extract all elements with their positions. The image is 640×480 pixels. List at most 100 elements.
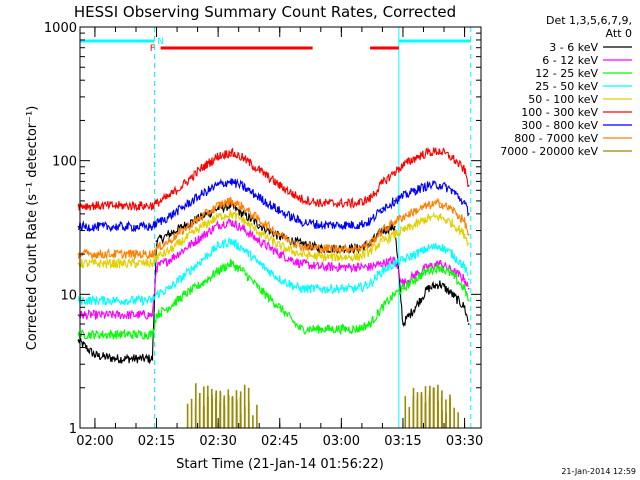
flag-marker-N: N bbox=[157, 37, 164, 47]
series-0-point-20 bbox=[393, 225, 396, 228]
series-5-point-21 bbox=[402, 164, 404, 167]
series-5-point-17 bbox=[356, 202, 359, 205]
series-2-point-5 bbox=[155, 314, 158, 316]
series-0-point-10 bbox=[229, 204, 232, 207]
series-4-point-20 bbox=[393, 233, 396, 236]
legend-label-2: 12 - 25 keV bbox=[535, 67, 598, 80]
series-3-point-10 bbox=[229, 240, 232, 243]
series-2-point-26 bbox=[463, 287, 466, 290]
series-5-point-26 bbox=[463, 169, 466, 172]
y-tick-label-3: 1000 bbox=[44, 21, 77, 36]
series-3-point-18 bbox=[369, 282, 372, 285]
series-0-point-7 bbox=[184, 224, 187, 226]
series-5-point-0 bbox=[77, 204, 80, 207]
series-1-point-18 bbox=[369, 266, 372, 268]
series-7-point-2 bbox=[114, 253, 117, 255]
y-tick-label-2: 100 bbox=[52, 155, 77, 170]
series-5-point-14 bbox=[299, 197, 302, 200]
series-3-point-3 bbox=[135, 299, 137, 302]
series-6-point-20 bbox=[393, 200, 396, 202]
series-5-point-16 bbox=[340, 202, 343, 205]
series-1-point-13 bbox=[278, 253, 281, 255]
x-tick-label-2: 02:30 bbox=[199, 434, 236, 449]
series-4-point-9 bbox=[217, 215, 220, 218]
series-1-point-4 bbox=[151, 314, 154, 316]
series-2-point-1 bbox=[94, 333, 96, 336]
series-4-point-3 bbox=[135, 262, 137, 265]
series-5-point-22 bbox=[414, 156, 417, 159]
series-4-point-16 bbox=[340, 256, 343, 258]
series-3-point-8 bbox=[200, 259, 203, 262]
series-3-point-5 bbox=[155, 293, 158, 296]
series-6-point-21 bbox=[402, 195, 404, 198]
series-2-point-25 bbox=[451, 273, 454, 276]
series-6-point-15 bbox=[319, 224, 322, 226]
series-5-point-23 bbox=[426, 151, 429, 154]
flag-layer: FN bbox=[79, 27, 472, 428]
timestamp: 21-Jan-2014 12:59 bbox=[561, 467, 636, 476]
series-8 bbox=[186, 383, 459, 428]
series-0-point-21 bbox=[402, 323, 404, 325]
series-3-point-2 bbox=[114, 299, 117, 302]
series-0-point-6 bbox=[167, 233, 170, 236]
series-0-point-27 bbox=[467, 323, 470, 325]
x-tick-label-5: 03:15 bbox=[384, 434, 421, 449]
series-5-line bbox=[77, 147, 469, 212]
series-5-point-25 bbox=[451, 156, 454, 159]
series-5-point-15 bbox=[319, 202, 322, 205]
series-3-point-16 bbox=[340, 287, 343, 290]
series-4-point-13 bbox=[278, 245, 281, 247]
series-5-point-2 bbox=[114, 204, 117, 207]
series-2-point-6 bbox=[167, 306, 170, 309]
x-tick-label-3: 02:45 bbox=[261, 434, 298, 449]
series-7-point-8 bbox=[200, 215, 203, 218]
series-7-point-10 bbox=[229, 200, 232, 202]
series-1-point-8 bbox=[200, 235, 203, 238]
series-3-point-1 bbox=[94, 299, 96, 302]
series-4-point-11 bbox=[241, 219, 244, 221]
series-3-point-14 bbox=[299, 287, 302, 290]
series-2-point-23 bbox=[426, 269, 429, 272]
series-1-point-3 bbox=[135, 314, 137, 316]
legend-label-5: 100 - 300 keV bbox=[521, 106, 598, 119]
series-4-point-12 bbox=[258, 231, 261, 234]
series-3-point-0 bbox=[77, 299, 80, 302]
series-1-point-22 bbox=[414, 273, 417, 276]
series-7-point-18 bbox=[369, 242, 372, 245]
series-4-point-2 bbox=[114, 262, 117, 265]
series-3-point-12 bbox=[258, 262, 261, 265]
x-tick-label-4: 03:00 bbox=[323, 434, 360, 449]
series-6-point-25 bbox=[451, 189, 454, 192]
plot-frame bbox=[79, 26, 482, 429]
series-5-point-3 bbox=[135, 204, 137, 207]
series-1-point-12 bbox=[258, 240, 261, 243]
series-2-point-11 bbox=[241, 269, 244, 272]
series-7-point-27 bbox=[467, 233, 470, 236]
series-0-point-12 bbox=[258, 224, 261, 226]
series-4-point-4 bbox=[151, 262, 154, 265]
series-6-point-17 bbox=[356, 224, 359, 226]
series-5-point-8 bbox=[200, 167, 203, 169]
series-2-point-27 bbox=[467, 299, 470, 302]
series-2-point-19 bbox=[381, 306, 384, 309]
series-1-point-5 bbox=[155, 266, 158, 268]
series-6-point-10 bbox=[229, 180, 232, 183]
series-0-point-25 bbox=[451, 293, 454, 296]
series-1-point-0 bbox=[77, 314, 80, 316]
series-6-point-5 bbox=[155, 222, 158, 225]
legend-header-line-1: Det 1,3,5,6,7,9, bbox=[546, 14, 632, 27]
y-tick-label-0: 1 bbox=[69, 422, 77, 437]
axes-layer: 1 10 100 1000 02:00 02:15 02:30 02:45 03:00 03:15… bbox=[44, 21, 483, 449]
series-4-point-0 bbox=[77, 262, 80, 265]
series-5-point-27 bbox=[467, 184, 470, 187]
series-4-point-26 bbox=[463, 233, 466, 236]
legend-label-6: 300 - 800 keV bbox=[521, 119, 598, 132]
series-2-point-20 bbox=[393, 293, 396, 296]
series-6-point-12 bbox=[258, 196, 261, 199]
series-7-point-4 bbox=[151, 253, 154, 255]
series-1-point-6 bbox=[167, 259, 170, 262]
series-4-point-8 bbox=[200, 225, 203, 228]
series-7-point-6 bbox=[167, 240, 170, 243]
flag-marker-F: F bbox=[150, 44, 155, 54]
